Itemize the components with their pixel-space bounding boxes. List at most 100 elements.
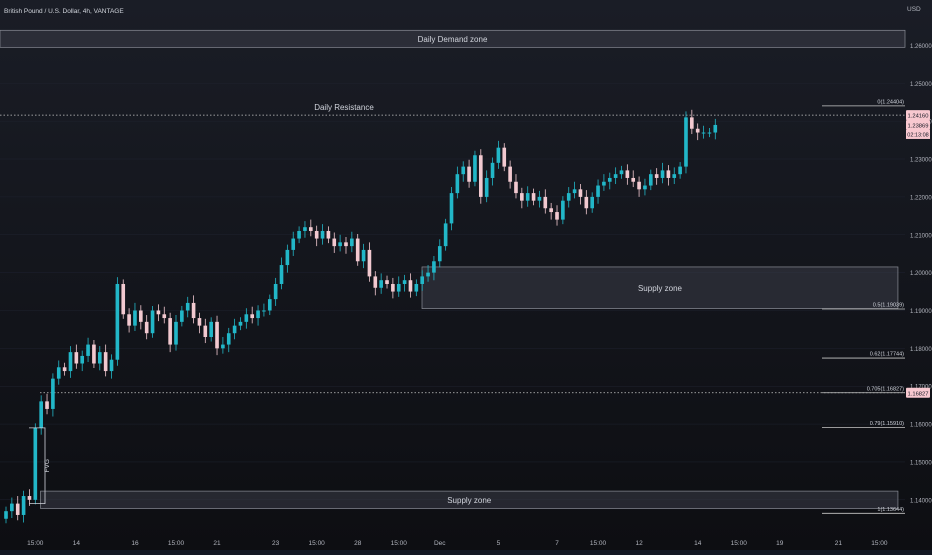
- candle-body[interactable]: [56, 367, 61, 379]
- candle-body[interactable]: [391, 283, 395, 292]
- daily-demand-zone[interactable]: [0, 29, 906, 48]
- candle-body[interactable]: [508, 166, 512, 182]
- candle-body[interactable]: [21, 496, 26, 515]
- candle-body[interactable]: [643, 185, 647, 190]
- candle-body[interactable]: [426, 272, 430, 277]
- candle-body[interactable]: [33, 427, 38, 500]
- candle-body[interactable]: [215, 321, 219, 349]
- candle-body[interactable]: [221, 344, 225, 349]
- candle-body[interactable]: [695, 128, 700, 133]
- candle-body[interactable]: [291, 238, 296, 250]
- candle-body[interactable]: [613, 174, 618, 178]
- candle-body[interactable]: [443, 223, 448, 247]
- candle-body[interactable]: [420, 276, 425, 284]
- candle-body[interactable]: [320, 230, 325, 239]
- candle-body[interactable]: [180, 310, 184, 322]
- candle-body[interactable]: [338, 242, 342, 247]
- candle-body[interactable]: [185, 302, 190, 311]
- candle-body[interactable]: [267, 299, 272, 311]
- candle-body[interactable]: [684, 117, 688, 167]
- candle-body[interactable]: [584, 196, 589, 209]
- candle-body[interactable]: [238, 321, 243, 326]
- candle-body[interactable]: [713, 124, 718, 133]
- candle-body[interactable]: [256, 310, 260, 319]
- candle-body[interactable]: [92, 344, 96, 364]
- candle-body[interactable]: [478, 155, 483, 197]
- candle-body[interactable]: [232, 325, 237, 334]
- candle-body[interactable]: [678, 166, 682, 175]
- candle-body[interactable]: [273, 283, 278, 300]
- candle-body[interactable]: [285, 249, 290, 266]
- candle-body[interactable]: [549, 208, 553, 213]
- candle-body[interactable]: [373, 276, 378, 288]
- candle-body[interactable]: [68, 352, 73, 372]
- candle-body[interactable]: [607, 177, 612, 182]
- candle-body[interactable]: [109, 359, 114, 372]
- candle-body[interactable]: [455, 174, 460, 194]
- candle-body[interactable]: [578, 189, 583, 197]
- candle-body[interactable]: [45, 401, 49, 409]
- candle-body[interactable]: [396, 283, 401, 292]
- candle-body[interactable]: [250, 314, 255, 319]
- candle-body[interactable]: [80, 355, 85, 364]
- candle-body[interactable]: [525, 193, 530, 201]
- candle-body[interactable]: [654, 174, 659, 178]
- candle-body[interactable]: [490, 162, 495, 178]
- candle-body[interactable]: [62, 367, 67, 372]
- candle-body[interactable]: [566, 193, 571, 201]
- candle-body[interactable]: [625, 170, 630, 178]
- candle-body[interactable]: [432, 261, 436, 273]
- candle-body[interactable]: [572, 189, 577, 194]
- candle-body[interactable]: [414, 283, 419, 292]
- candle-body[interactable]: [97, 352, 102, 364]
- candle-body[interactable]: [314, 230, 319, 239]
- candle-body[interactable]: [496, 147, 501, 163]
- candle-body[interactable]: [51, 378, 55, 409]
- candle-body[interactable]: [115, 283, 120, 360]
- candle-body[interactable]: [666, 170, 671, 178]
- candle-body[interactable]: [144, 321, 149, 334]
- candle-body[interactable]: [660, 170, 665, 178]
- candle-body[interactable]: [355, 238, 360, 262]
- candle-body[interactable]: [596, 185, 600, 197]
- candle-body[interactable]: [701, 132, 706, 134]
- candle-body[interactable]: [10, 503, 14, 512]
- candle-body[interactable]: [39, 401, 43, 428]
- candle-body[interactable]: [244, 314, 249, 322]
- candle-body[interactable]: [279, 265, 284, 284]
- candle-body[interactable]: [437, 246, 442, 262]
- candle-body[interactable]: [449, 193, 454, 224]
- candle-body[interactable]: [15, 503, 20, 515]
- candle-body[interactable]: [4, 511, 8, 519]
- candle-body[interactable]: [385, 280, 389, 284]
- supply-zone-mid[interactable]: [421, 266, 899, 309]
- candle-body[interactable]: [379, 280, 383, 288]
- candle-body[interactable]: [561, 200, 565, 220]
- candle-body[interactable]: [86, 344, 90, 356]
- candle-body[interactable]: [197, 318, 202, 326]
- candle-body[interactable]: [637, 181, 641, 190]
- candle-body[interactable]: [619, 170, 624, 175]
- candle-body[interactable]: [156, 310, 161, 315]
- candle-body[interactable]: [602, 181, 606, 186]
- candle-body[interactable]: [473, 155, 477, 182]
- candle-body[interactable]: [514, 181, 518, 194]
- candle-body[interactable]: [308, 227, 313, 231]
- candle-body[interactable]: [203, 325, 208, 337]
- candle-body[interactable]: [590, 196, 595, 209]
- candle-body[interactable]: [672, 174, 677, 178]
- candle-body[interactable]: [344, 242, 348, 247]
- candle-body[interactable]: [543, 196, 548, 209]
- candle-body[interactable]: [191, 302, 196, 319]
- candle-body[interactable]: [402, 280, 407, 284]
- candle-body[interactable]: [139, 310, 143, 322]
- candle-body[interactable]: [262, 310, 266, 312]
- candle-body[interactable]: [326, 230, 331, 239]
- candle-body[interactable]: [484, 177, 489, 197]
- candle-body[interactable]: [133, 310, 137, 326]
- candle-body[interactable]: [531, 193, 536, 201]
- candle-body[interactable]: [332, 238, 337, 247]
- candle-body[interactable]: [408, 280, 413, 292]
- candle-body[interactable]: [150, 310, 155, 334]
